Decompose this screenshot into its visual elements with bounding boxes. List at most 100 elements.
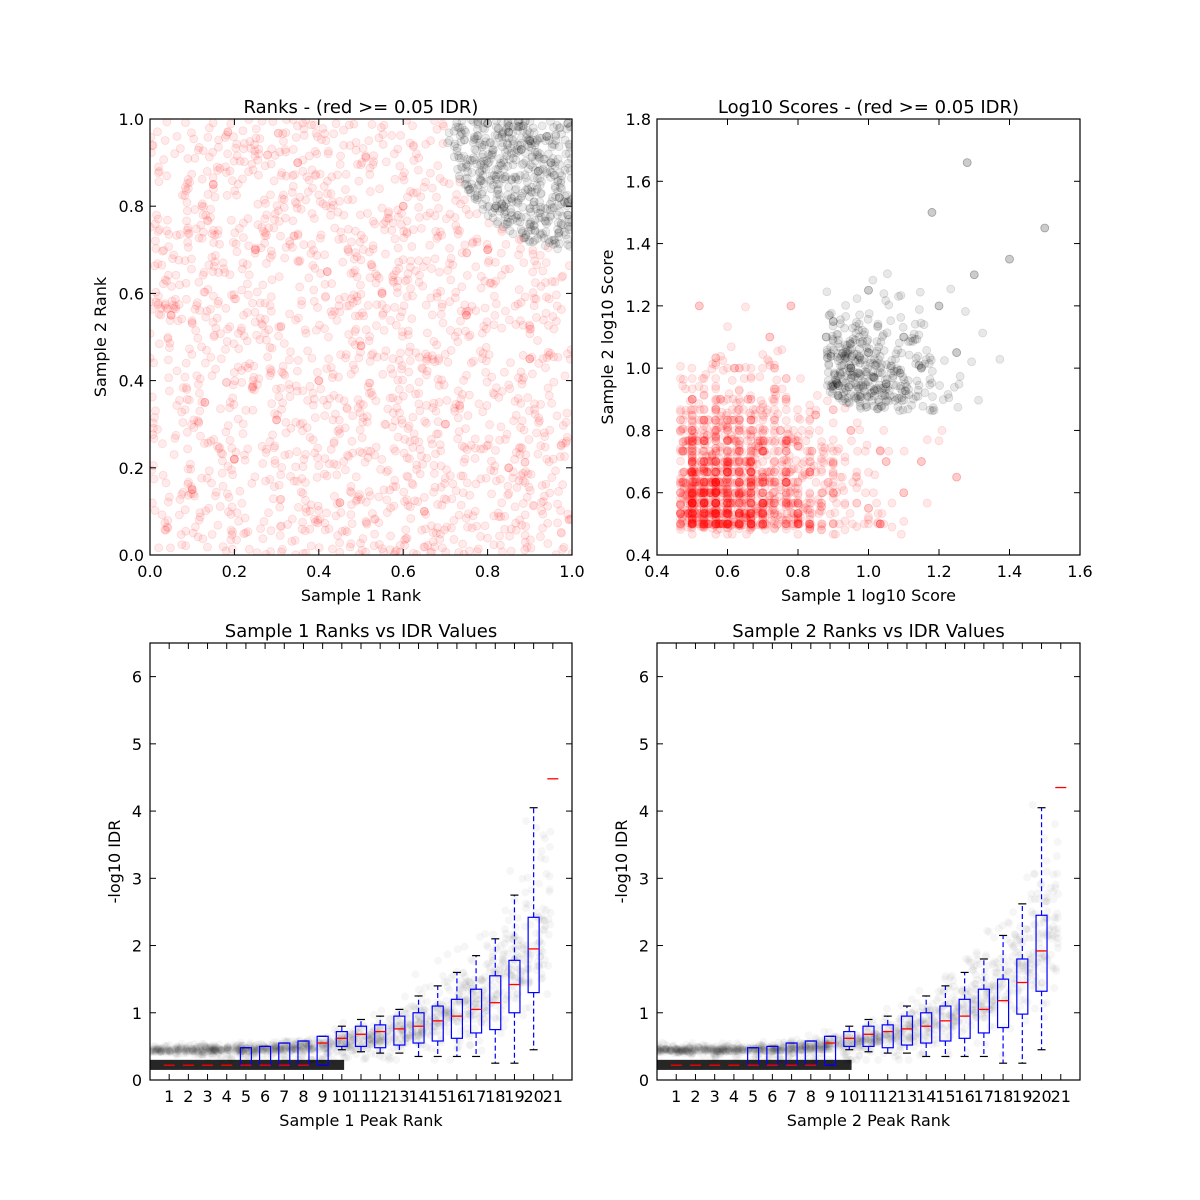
scatter-point xyxy=(384,207,394,217)
scatter-point xyxy=(239,144,248,154)
scatter-point xyxy=(685,483,694,493)
scatter-point xyxy=(727,520,736,530)
scatter-point xyxy=(394,385,404,394)
scatter-point xyxy=(326,307,336,316)
scatter-point xyxy=(225,435,235,445)
scatter-point xyxy=(735,446,744,456)
scatter-point xyxy=(564,515,572,525)
scatter-point xyxy=(234,344,244,354)
scatter-point xyxy=(734,446,744,456)
scatter-point xyxy=(203,284,213,294)
scatter-point xyxy=(193,532,203,542)
scatter-point xyxy=(362,519,372,529)
scatter-point xyxy=(554,239,564,249)
scatter-point xyxy=(749,415,759,425)
scatter-point xyxy=(427,351,437,360)
scatter-point xyxy=(536,532,545,542)
scatter-point xyxy=(320,324,329,334)
data-point xyxy=(419,506,429,516)
scatter-point xyxy=(519,158,529,168)
scatter-point xyxy=(417,451,426,461)
scatter-point xyxy=(766,498,776,508)
scatter-point xyxy=(388,482,398,492)
scatter-point xyxy=(476,532,485,541)
scatter-point xyxy=(480,521,490,531)
scatter-point xyxy=(223,127,233,137)
scatter-point xyxy=(355,490,364,499)
scatter-point xyxy=(758,488,768,498)
scatter-point xyxy=(500,265,510,274)
scatter-point xyxy=(690,477,700,487)
scatter-point xyxy=(805,505,815,514)
scatter-point xyxy=(746,477,756,487)
scatter-point xyxy=(218,481,228,491)
scatter-point xyxy=(437,375,447,385)
scatter-point xyxy=(348,195,358,205)
scatter-point xyxy=(694,415,704,425)
scatter-point xyxy=(561,230,571,240)
scatter-point xyxy=(455,404,465,413)
scatter-point xyxy=(207,252,217,262)
scatter-point xyxy=(676,498,685,508)
scatter-point xyxy=(714,476,724,486)
scatter-point xyxy=(183,237,193,247)
scatter-point xyxy=(700,497,710,507)
scatter-point xyxy=(727,467,737,477)
scatter-point xyxy=(742,513,752,523)
scatter-point xyxy=(508,215,518,224)
scatter-point xyxy=(422,256,432,266)
scatter-point xyxy=(734,415,744,425)
scatter-point xyxy=(459,549,469,555)
scatter-point xyxy=(297,474,307,483)
scatter-point xyxy=(758,502,768,512)
scatter-point xyxy=(760,477,770,487)
scatter-point xyxy=(492,189,502,199)
scatter-point xyxy=(770,509,779,518)
scatter-point xyxy=(758,488,768,498)
scatter-point xyxy=(723,509,732,518)
scatter-point xyxy=(290,170,299,180)
scatter-point xyxy=(689,464,698,474)
scatter-point xyxy=(150,474,159,484)
scatter-point xyxy=(774,492,784,501)
scatter-point xyxy=(729,415,738,425)
scatter-point xyxy=(486,184,496,194)
scatter-point xyxy=(687,459,697,469)
scatter-point xyxy=(470,145,480,154)
scatter-point xyxy=(150,418,158,428)
scatter-point xyxy=(528,162,537,172)
scatter-point xyxy=(408,225,418,235)
scatter-point xyxy=(556,178,566,188)
scatter-point xyxy=(388,393,398,403)
scatter-point xyxy=(690,457,700,466)
scatter-point xyxy=(378,369,388,379)
scatter-point xyxy=(445,243,455,253)
scatter-point xyxy=(723,506,732,516)
scatter-point xyxy=(564,261,572,271)
scatter-point xyxy=(408,188,418,198)
scatter-point xyxy=(755,436,765,446)
data-point xyxy=(705,488,715,498)
scatter-point xyxy=(481,133,491,143)
scatter-point xyxy=(711,434,721,444)
scatter-point xyxy=(493,186,502,196)
scatter-point xyxy=(397,307,407,317)
scatter-point xyxy=(687,498,697,508)
scatter-point xyxy=(770,394,779,404)
scatter-point xyxy=(683,496,693,506)
scatter-point xyxy=(802,498,812,508)
scatter-point xyxy=(708,507,718,517)
scatter-point xyxy=(829,489,839,499)
scatter-point xyxy=(325,394,335,404)
scatter-point xyxy=(516,471,526,481)
scatter-point xyxy=(513,216,522,226)
scatter-point xyxy=(293,231,303,240)
scatter-point xyxy=(276,494,286,504)
scatter-point xyxy=(781,498,791,508)
idr-point xyxy=(439,972,447,980)
scatter-point xyxy=(533,234,543,243)
scatter-point xyxy=(745,452,755,462)
scatter-point xyxy=(273,410,282,420)
scatter-point xyxy=(355,425,365,435)
scatter-point xyxy=(758,500,768,510)
